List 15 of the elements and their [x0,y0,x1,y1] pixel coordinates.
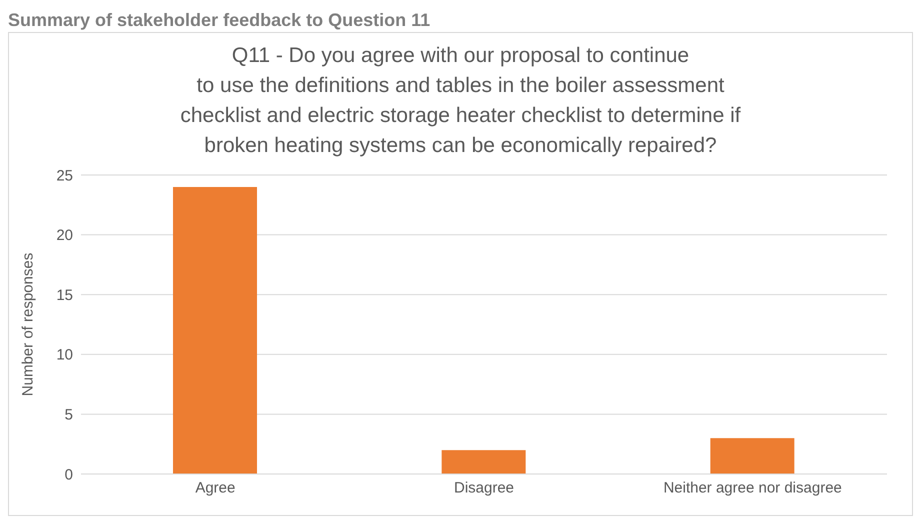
bar [710,438,794,474]
x-tick-label: Agree [195,480,236,497]
y-tick-label: 25 [56,167,73,184]
y-tick-label: 10 [56,346,73,364]
bar [173,186,257,474]
text: Summary of stakeholder feedback to Question 11 [8,9,432,32]
y-tick-label: 5 [64,406,73,424]
y-tick-label: 0 [64,466,73,484]
y-axis-title: Number of responses [19,252,36,396]
y-tick-label: 15 [56,286,73,304]
y-tick-label: 20 [56,227,73,244]
x-tick-label: Neither agree nor disagree [663,480,842,497]
chart-title: Q11 - Do you agree with our proposal to continue to use the definitions and tables in the boiler assessment checklist and electric storage heater checklist to determine if broken heating systems can be economically repaired? [179,43,742,159]
bar [442,450,526,474]
x-tick-label: Disagree [454,480,514,497]
